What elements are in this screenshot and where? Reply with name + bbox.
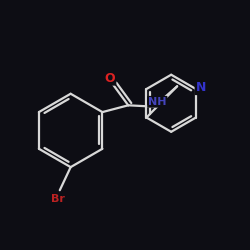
Text: Br: Br: [52, 194, 65, 204]
Text: NH: NH: [148, 97, 167, 107]
Text: O: O: [105, 72, 115, 85]
Text: N: N: [196, 81, 206, 94]
